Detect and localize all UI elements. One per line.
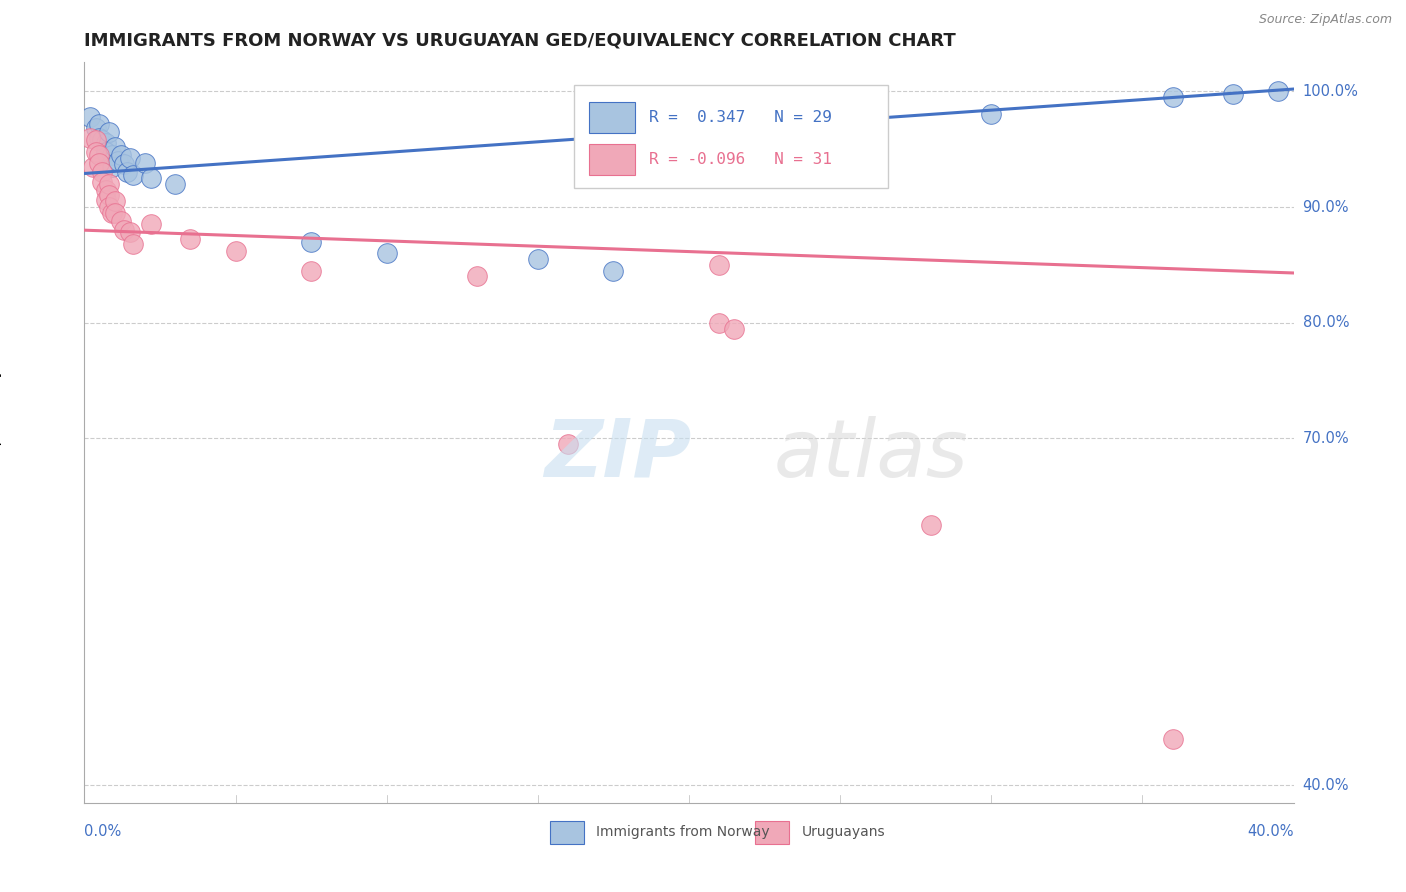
Text: IMMIGRANTS FROM NORWAY VS URUGUAYAN GED/EQUIVALENCY CORRELATION CHART: IMMIGRANTS FROM NORWAY VS URUGUAYAN GED/… bbox=[84, 32, 956, 50]
Point bbox=[299, 235, 322, 249]
Point bbox=[709, 258, 731, 272]
Point bbox=[920, 518, 942, 533]
Text: R =  0.347   N = 29: R = 0.347 N = 29 bbox=[650, 110, 832, 125]
Point bbox=[110, 148, 132, 162]
Text: atlas: atlas bbox=[773, 416, 969, 494]
Point bbox=[112, 157, 135, 171]
Point bbox=[121, 168, 143, 182]
Text: ZIP: ZIP bbox=[544, 416, 692, 494]
Point bbox=[91, 175, 114, 189]
Text: 80.0%: 80.0% bbox=[1302, 315, 1350, 330]
Point bbox=[104, 140, 127, 154]
Point bbox=[1161, 732, 1184, 747]
Point bbox=[121, 237, 143, 252]
Point bbox=[86, 121, 108, 136]
Point bbox=[118, 226, 141, 240]
Point bbox=[527, 252, 550, 266]
Point bbox=[100, 148, 122, 162]
Point bbox=[104, 194, 127, 209]
Point bbox=[107, 153, 129, 168]
Point bbox=[91, 133, 114, 147]
Point bbox=[799, 119, 821, 133]
Point bbox=[134, 156, 156, 170]
Point bbox=[1267, 84, 1289, 98]
Point bbox=[104, 206, 127, 220]
Point bbox=[100, 160, 122, 174]
Bar bbox=[589, 144, 634, 175]
Point bbox=[97, 125, 120, 139]
Text: R = -0.096   N = 31: R = -0.096 N = 31 bbox=[650, 152, 832, 167]
Point bbox=[94, 183, 117, 197]
Point bbox=[97, 188, 120, 202]
Point bbox=[139, 171, 162, 186]
Point bbox=[91, 165, 114, 179]
Point bbox=[557, 437, 579, 451]
Point bbox=[94, 136, 117, 151]
Point bbox=[980, 107, 1002, 121]
Point bbox=[89, 148, 111, 162]
Bar bbox=[550, 822, 583, 844]
Text: Immigrants from Norway: Immigrants from Norway bbox=[596, 825, 769, 839]
Point bbox=[723, 321, 745, 335]
Text: 100.0%: 100.0% bbox=[1302, 84, 1358, 99]
Text: 90.0%: 90.0% bbox=[1302, 200, 1350, 215]
Point bbox=[82, 160, 104, 174]
Point bbox=[1222, 87, 1244, 101]
Point bbox=[467, 269, 489, 284]
Bar bbox=[589, 102, 634, 133]
Point bbox=[79, 110, 101, 124]
Text: 70.0%: 70.0% bbox=[1302, 431, 1350, 446]
Point bbox=[602, 263, 624, 277]
Point bbox=[115, 165, 138, 179]
Point bbox=[89, 117, 111, 131]
Point bbox=[97, 200, 120, 214]
Point bbox=[118, 152, 141, 166]
Text: Source: ZipAtlas.com: Source: ZipAtlas.com bbox=[1258, 13, 1392, 27]
Point bbox=[139, 218, 162, 232]
Point bbox=[86, 133, 108, 147]
Text: 0.0%: 0.0% bbox=[84, 823, 121, 838]
Point bbox=[97, 177, 120, 191]
Point bbox=[94, 145, 117, 159]
Text: Uruguayans: Uruguayans bbox=[801, 825, 884, 839]
Bar bbox=[755, 822, 789, 844]
Point bbox=[1161, 90, 1184, 104]
Point bbox=[709, 316, 731, 330]
FancyBboxPatch shape bbox=[574, 85, 889, 188]
Point bbox=[94, 193, 117, 207]
Point bbox=[110, 214, 132, 228]
Point bbox=[112, 223, 135, 237]
Point bbox=[86, 145, 108, 159]
Point bbox=[299, 263, 322, 277]
Point bbox=[89, 156, 111, 170]
Point bbox=[89, 130, 111, 145]
Text: 40.0%: 40.0% bbox=[1302, 778, 1350, 793]
Point bbox=[179, 232, 201, 246]
Point bbox=[375, 246, 398, 260]
Point bbox=[79, 130, 101, 145]
Point bbox=[100, 206, 122, 220]
Point bbox=[165, 177, 187, 191]
Text: 40.0%: 40.0% bbox=[1247, 823, 1294, 838]
Point bbox=[225, 244, 247, 258]
